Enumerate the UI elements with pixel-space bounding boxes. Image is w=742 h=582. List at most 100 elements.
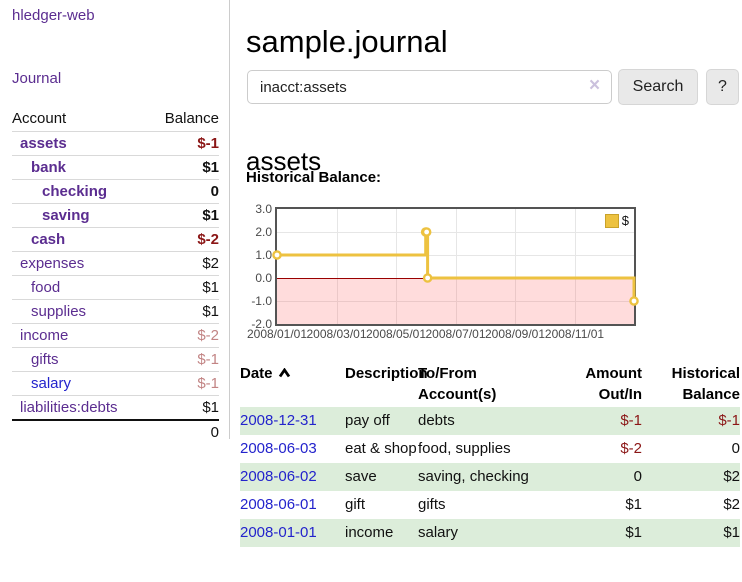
register-amount-cell: $1 bbox=[625, 496, 642, 513]
gridline bbox=[277, 255, 634, 256]
register-balance-cell: $-1 bbox=[718, 412, 740, 429]
register-amount-cell: $-1 bbox=[620, 412, 642, 429]
register-description-cell: eat & shop bbox=[345, 440, 417, 457]
balance-column-header-register: Historical Balance bbox=[671, 365, 740, 403]
register-row: 2008-01-01 income salary $1 $1 bbox=[240, 519, 740, 547]
data-point bbox=[421, 227, 432, 237]
clear-search-icon[interactable]: × bbox=[589, 75, 601, 96]
register-row: 2008-06-03 eat & shop food, supplies $-2 0 bbox=[240, 435, 740, 463]
accounts-table: Account Balance assets $-1 bank $1 checking 0… bbox=[12, 106, 219, 444]
account-link[interactable]: saving bbox=[42, 207, 90, 224]
register-rows: 2008-12-31 pay off debts $-1 $-1 2008-06-03 ea… bbox=[240, 407, 740, 547]
balance-series bbox=[272, 227, 639, 306]
account-row: salary $-1 bbox=[12, 371, 219, 395]
register-accounts-cell: food, supplies bbox=[418, 440, 511, 457]
account-balance: $1 bbox=[202, 159, 219, 176]
account-link[interactable]: gifts bbox=[31, 351, 59, 368]
sidebar: hledger-web Journal Account Balance asse… bbox=[0, 0, 230, 441]
account-balance: $-1 bbox=[197, 351, 219, 368]
sidebar-item-journal[interactable]: Journal bbox=[12, 70, 62, 87]
register-date-cell: 2008-01-01 bbox=[240, 519, 345, 547]
register-row: 2008-12-31 pay off debts $-1 $-1 bbox=[240, 407, 740, 435]
account-balance: $1 bbox=[202, 207, 219, 224]
register-amount-cell: $-2 bbox=[620, 440, 642, 457]
data-point bbox=[422, 273, 433, 283]
account-link[interactable]: supplies bbox=[31, 303, 87, 320]
accounts-total-value: 0 bbox=[210, 424, 219, 441]
search-button[interactable]: Search bbox=[618, 69, 698, 105]
account-link[interactable]: expenses bbox=[20, 255, 85, 272]
balance-column-header: Balance bbox=[164, 110, 219, 127]
accounts-total-row: 0 bbox=[12, 419, 219, 444]
register-accounts-cell: debts bbox=[418, 412, 455, 429]
account-column-header: Account bbox=[12, 110, 67, 127]
account-balance: $-1 bbox=[197, 135, 219, 152]
account-row: food $1 bbox=[12, 275, 219, 299]
gridline bbox=[575, 209, 576, 324]
account-row: supplies $1 bbox=[12, 299, 219, 323]
register-amount-cell: 0 bbox=[633, 468, 642, 485]
account-link[interactable]: liabilities:debts bbox=[20, 399, 118, 416]
transaction-date-link[interactable]: 2008-01-01 bbox=[240, 524, 317, 541]
account-rows: assets $-1 bank $1 checking 0 saving $1 cash $-2 e… bbox=[12, 131, 219, 419]
register-date-cell: 2008-12-31 bbox=[240, 407, 345, 435]
gridline bbox=[277, 301, 634, 302]
register-table: Date Description To/From Account(s) Amou… bbox=[240, 359, 740, 547]
register-accounts-cell: gifts bbox=[418, 496, 446, 513]
transaction-date-link[interactable]: 2008-06-01 bbox=[240, 496, 317, 513]
account-balance: $-1 bbox=[197, 375, 219, 392]
account-balance: $1 bbox=[202, 303, 219, 320]
register-date-cell: 2008-06-01 bbox=[240, 491, 345, 519]
account-link[interactable]: income bbox=[20, 327, 69, 344]
y-axis-tick: 3.0 bbox=[255, 202, 272, 216]
balance-chart: $ bbox=[272, 207, 639, 326]
x-axis-tick: 2008/05/01 bbox=[365, 327, 427, 341]
search-input[interactable] bbox=[247, 70, 612, 104]
account-row: checking 0 bbox=[12, 179, 219, 203]
gridline bbox=[277, 232, 634, 233]
register-header-row: Date Description To/From Account(s) Amou… bbox=[240, 359, 740, 407]
register-row: 2008-06-02 save saving, checking 0 $2 bbox=[240, 463, 740, 491]
register-row: 2008-06-01 gift gifts $1 $2 bbox=[240, 491, 740, 519]
gridline bbox=[396, 209, 397, 324]
account-link[interactable]: food bbox=[31, 279, 61, 296]
data-point bbox=[629, 296, 639, 306]
description-column-header: Description bbox=[345, 365, 428, 382]
register-date-cell: 2008-06-02 bbox=[240, 463, 345, 491]
account-row: bank $1 bbox=[12, 155, 219, 179]
date-column-header[interactable]: Date bbox=[240, 359, 345, 407]
x-axis-tick: 2008/03/01 bbox=[306, 327, 367, 341]
register-description-cell: gift bbox=[345, 496, 366, 513]
account-link[interactable]: assets bbox=[20, 135, 67, 152]
account-row: cash $-2 bbox=[12, 227, 219, 251]
y-axis-tick: 0.0 bbox=[255, 271, 272, 285]
brand-link[interactable]: hledger-web bbox=[12, 7, 95, 24]
transaction-date-link[interactable]: 2008-06-03 bbox=[240, 440, 317, 457]
register-date-cell: 2008-06-03 bbox=[240, 435, 345, 463]
help-button[interactable]: ? bbox=[706, 69, 739, 105]
negative-region-fill bbox=[277, 278, 634, 324]
account-balance: $2 bbox=[202, 255, 219, 272]
transaction-date-link[interactable]: 2008-12-31 bbox=[240, 412, 317, 429]
transaction-date-link[interactable]: 2008-06-02 bbox=[240, 468, 317, 485]
account-link[interactable]: bank bbox=[31, 159, 67, 176]
gridline bbox=[515, 209, 516, 324]
account-link[interactable]: cash bbox=[31, 231, 66, 248]
account-balance: $1 bbox=[202, 279, 219, 296]
account-row: saving $1 bbox=[12, 203, 219, 227]
register-description-cell: income bbox=[345, 524, 394, 541]
gridline bbox=[337, 209, 338, 324]
sort-ascending-icon bbox=[278, 367, 290, 378]
register-accounts-cell: saving, checking bbox=[418, 468, 529, 485]
account-heading: assets bbox=[246, 145, 322, 176]
account-row: gifts $-1 bbox=[12, 347, 219, 371]
account-row: expenses $2 bbox=[12, 251, 219, 275]
account-link[interactable]: checking bbox=[42, 183, 108, 200]
page-title: sample.journal bbox=[246, 23, 448, 59]
accounts-table-header: Account Balance bbox=[12, 106, 219, 131]
y-axis-tick: 2.0 bbox=[255, 225, 272, 239]
x-axis-tick: 2008/07/01 bbox=[425, 327, 486, 341]
gridline bbox=[456, 209, 457, 324]
account-link[interactable]: salary bbox=[31, 375, 72, 392]
register-balance-cell: $2 bbox=[723, 468, 740, 485]
